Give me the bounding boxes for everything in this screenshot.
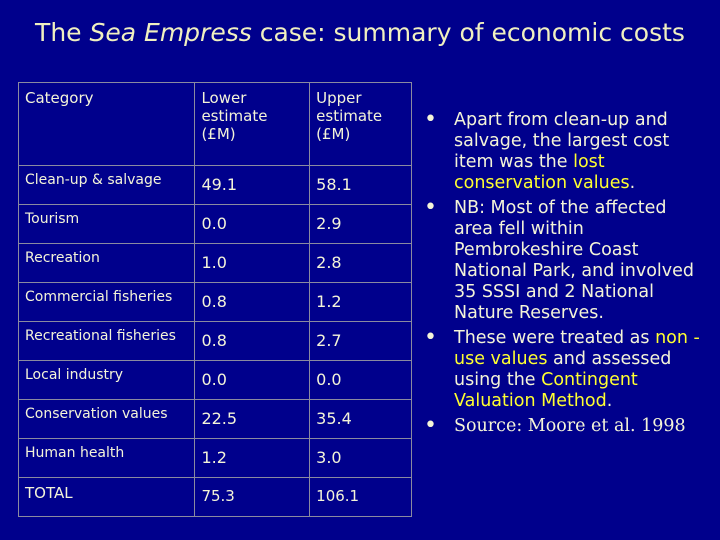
bullet-marker: • <box>424 413 437 438</box>
bullet: • Source: Moore et al. 1998 <box>420 413 710 438</box>
bullet: • Apart from clean-up and salvage, the la… <box>420 107 710 194</box>
table-cell: Human health <box>17 438 196 478</box>
bullet-text: . <box>629 173 636 193</box>
table-cell: 1.2 <box>194 438 311 478</box>
bullet-text: NB: Most of the affected area fell withi… <box>454 198 695 323</box>
bullet-text: and assessed using the <box>454 349 672 390</box>
table-cell: 75.3 <box>194 477 311 517</box>
table-cell: Recreation <box>17 243 196 283</box>
bullet-text: non -use values <box>454 328 700 369</box>
cost-table: Category Lower estimate (£M) Upper estimat… <box>17 82 412 517</box>
table-cell: 0.0 <box>194 360 311 400</box>
table-cell: Conservation values <box>17 399 196 439</box>
table-cell: 0.0 <box>194 204 311 244</box>
table-cell: 2.7 <box>309 321 412 361</box>
table-cell: Local industry <box>17 360 196 400</box>
table-cell: 0.8 <box>194 282 311 322</box>
table-cell: Tourism <box>17 204 196 244</box>
table-cell: 2.8 <box>309 243 412 283</box>
table-cell: 49.1 <box>194 165 311 205</box>
slide-title: The Sea Empress case: summary of economi… <box>0 18 720 47</box>
title-part: Sea Empress <box>89 18 252 47</box>
table-row: Human health 1.2 3.0 <box>17 438 412 478</box>
table-row: Recreational fisheries 0.8 2.7 <box>17 321 412 361</box>
bullet-list: • Apart from clean-up and salvage, the la… <box>420 107 710 441</box>
table-cell: 3.0 <box>309 438 412 478</box>
table-row: Tourism 0.0 2.9 <box>17 204 412 244</box>
bullet-marker: • <box>424 195 437 220</box>
table-row: Clean-up & salvage 49.1 58.1 <box>17 165 412 205</box>
table-cell: 0.0 <box>309 360 412 400</box>
table-cell: 0.8 <box>194 321 311 361</box>
bullet-text: Apart from clean-up and salvage, the lar… <box>454 110 670 172</box>
title-part: The <box>35 18 90 47</box>
bullet-marker: • <box>424 325 437 350</box>
bullet: • These were treated as non -use values a… <box>420 325 710 412</box>
bullet-text: Source: Moore et al. 1998 <box>454 416 686 436</box>
title-part: case: summary of economic costs <box>251 18 685 47</box>
table-cell: TOTAL <box>17 477 196 517</box>
bullet-text: . <box>606 391 613 411</box>
table-cell: 1.2 <box>309 282 412 322</box>
table-cell: 35.4 <box>309 399 412 439</box>
header-row: Category Lower estimate (£M) Upper estimat… <box>17 82 412 166</box>
table-cell: Clean-up & salvage <box>17 165 196 205</box>
table-cell: 106.1 <box>309 477 412 517</box>
bullet-text: These were treated as <box>454 328 656 348</box>
header-cell: Upper estimate (£M) <box>309 82 412 166</box>
bullet: • NB: Most of the affected area fell with… <box>420 195 710 324</box>
table-cell: 2.9 <box>309 204 412 244</box>
table-row: Local industry 0.0 0.0 <box>17 360 412 400</box>
table-cell: 58.1 <box>309 165 412 205</box>
table-row: Conservation values 22.5 35.4 <box>17 399 412 439</box>
table-row: Recreation 1.0 2.8 <box>17 243 412 283</box>
table-cell: 22.5 <box>194 399 311 439</box>
table-cell: Recreational fisheries <box>17 321 196 361</box>
table-row: Commercial fisheries 0.8 1.2 <box>17 282 412 322</box>
bullet-text: Contingent Valuation Method <box>454 370 638 411</box>
header-cell: Lower estimate (£M) <box>194 82 311 166</box>
table-row: TOTAL 75.3 106.1 <box>17 477 412 517</box>
table-cell: 1.0 <box>194 243 311 283</box>
table-cell: Commercial fisheries <box>17 282 196 322</box>
bullet-marker: • <box>424 107 437 132</box>
header-cell: Category <box>17 82 196 166</box>
bullet-text: lost conservation values <box>454 152 630 193</box>
